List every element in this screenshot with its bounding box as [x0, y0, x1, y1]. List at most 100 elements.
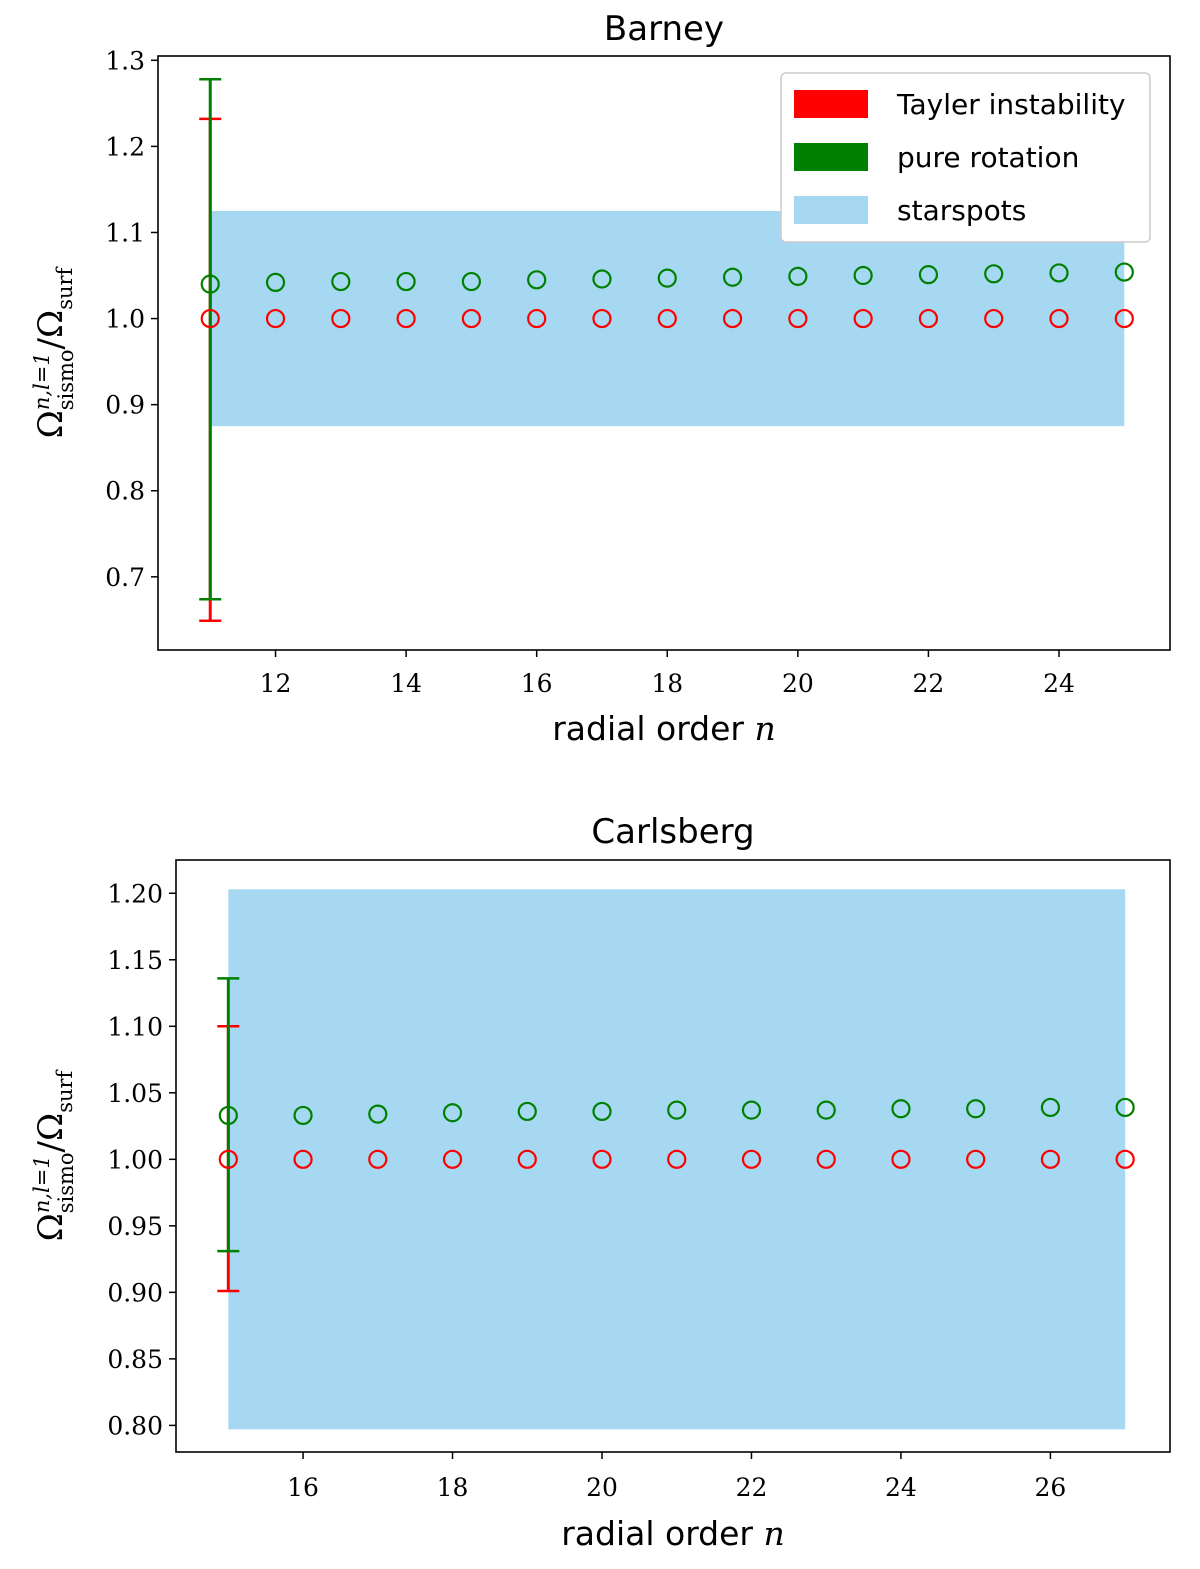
y-tick-label: 0.95 [107, 1212, 163, 1241]
rotation-point [984, 264, 1004, 284]
rotation-point [218, 1105, 238, 1126]
starspots-band [210, 210, 1125, 427]
legend-swatch [794, 90, 868, 118]
tayler-point [984, 308, 1004, 329]
chart-title: Carlsberg [591, 812, 754, 852]
rotation-point [396, 271, 416, 292]
tayler-point [368, 1149, 388, 1169]
legend-label: pure rotation [897, 141, 1079, 174]
rotation-point [265, 272, 286, 293]
x-tick-label: 12 [260, 669, 292, 698]
y-tick-label: 0.7 [105, 563, 145, 592]
x-tick-label: 18 [437, 1473, 469, 1502]
y-axis-label: Ωn,l=1sismo/Ωsurf [30, 265, 78, 438]
tayler-point [1115, 1149, 1135, 1169]
x-tick-label: 22 [736, 1473, 768, 1502]
x-axis-label: radial order n [552, 709, 776, 748]
tayler-point [741, 1149, 762, 1169]
rotation-point [517, 1101, 537, 1122]
tayler-point [722, 308, 743, 329]
legend-box [780, 72, 1151, 243]
y-tick-label: 0.8 [105, 477, 145, 506]
rotation-point [667, 1100, 687, 1120]
rotation-point [788, 266, 808, 286]
y-tick-label: 0.9 [105, 391, 145, 420]
rotation-point [853, 265, 873, 286]
tayler-point [396, 308, 416, 329]
y-tick-label: 0.90 [107, 1278, 163, 1307]
rotation-point [592, 269, 612, 289]
tayler-point [918, 308, 939, 329]
x-tick-label: 20 [782, 669, 814, 698]
y-tick-label: 0.85 [107, 1345, 163, 1374]
tayler-point [788, 308, 808, 329]
tayler-point [657, 308, 677, 329]
y-tick-label: 1.05 [107, 1079, 163, 1108]
legend-swatch [794, 196, 868, 224]
rotation-point [966, 1099, 986, 1119]
tayler-point [592, 1149, 612, 1169]
y-tick-label: 1.10 [107, 1012, 163, 1041]
errorbar-rotation [217, 977, 240, 1253]
tayler-point [331, 308, 351, 329]
y-axis-label: Ωn,l=1sismo/Ωsurf [30, 1068, 78, 1241]
tayler-point [293, 1149, 313, 1169]
rotation-point [293, 1105, 313, 1126]
rotation-point [741, 1100, 762, 1120]
y-tick-label: 1.15 [107, 946, 163, 975]
x-tick-label: 24 [1043, 669, 1075, 698]
chart-panel-barney: Barney 12 14 16 18 20 22 24 0.7 0.8 0.9 1.0 1.1 1.2 1.… [30, 9, 1171, 748]
x-tick-label: 16 [287, 1473, 319, 1502]
rotation-point [891, 1099, 911, 1119]
x-tick-label: 18 [651, 669, 683, 698]
tayler-point [1040, 1149, 1061, 1169]
tayler-point [592, 308, 612, 329]
errorbar-rotation [199, 77, 222, 601]
rotation-point [331, 271, 351, 292]
rotation-point [1049, 263, 1069, 283]
plot-frame [157, 55, 1171, 651]
y-tick-label: 1.0 [105, 305, 145, 334]
legend: Tayler instability pure rotation starspots [780, 72, 1151, 243]
y-tick-label: 1.00 [107, 1145, 163, 1174]
tayler-point [1114, 308, 1134, 329]
rotation-point [816, 1100, 836, 1120]
tayler-point [218, 1149, 238, 1169]
rotation-point [200, 274, 220, 294]
tayler-point [265, 308, 286, 329]
x-tick-label: 16 [521, 669, 553, 698]
plot-frame [175, 859, 1171, 1453]
y-tick-label: 0.80 [107, 1411, 163, 1440]
rotation-point [657, 268, 677, 288]
x-axis-label: radial order n [561, 1514, 785, 1553]
tayler-point [891, 1149, 911, 1169]
chart-title: Barney [604, 9, 724, 49]
legend-label: starspots [897, 194, 1026, 227]
legend-swatch [794, 143, 868, 171]
y-tick-label: 1.1 [105, 218, 145, 247]
tayler-point [816, 1149, 836, 1169]
tayler-point [966, 1149, 986, 1169]
y-tick-label: 1.20 [107, 879, 163, 908]
rotation-point [527, 270, 547, 290]
tayler-point [1049, 308, 1069, 329]
tayler-point [853, 308, 873, 329]
tayler-point [667, 1149, 687, 1169]
rotation-point [1114, 262, 1134, 282]
x-tick-label: 26 [1035, 1473, 1067, 1502]
rotation-point [461, 271, 481, 292]
x-tick-label: 22 [913, 669, 945, 698]
y-tick-label: 1.2 [105, 132, 145, 161]
tayler-point [461, 308, 481, 329]
rotation-point [722, 267, 743, 287]
rotation-point [368, 1104, 388, 1124]
rotation-point [442, 1103, 463, 1123]
tayler-point [527, 308, 547, 329]
rotation-point [1115, 1097, 1135, 1118]
chart-panel-carlsberg: Carlsberg 16 18 20 22 24 26 0.80 0.85 0.90 0.95 1.0… [30, 812, 1171, 1553]
x-tick-label: 20 [586, 1473, 618, 1502]
rotation-point [1040, 1097, 1061, 1118]
rotation-point [918, 265, 939, 285]
legend-label: Tayler instability [896, 88, 1126, 121]
tayler-point [517, 1149, 537, 1169]
